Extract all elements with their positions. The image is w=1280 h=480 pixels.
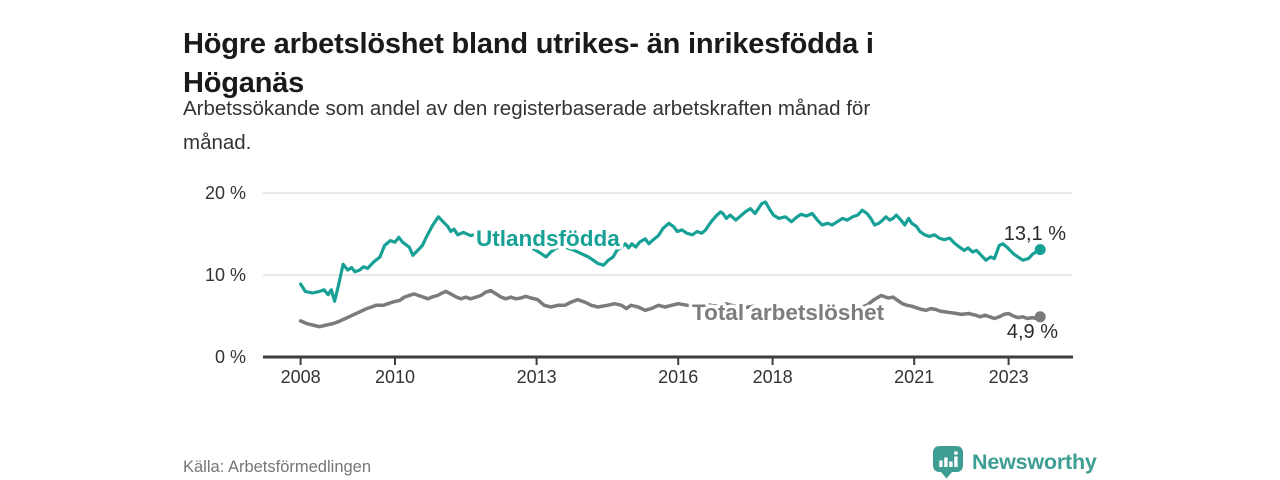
series-line-total-arbetsloshet	[298, 288, 1042, 329]
chart-generated-layer: 0 % 10 % 20 % 2008 2010 2013 2016 2018 2021 2023	[205, 183, 1073, 387]
x-tick-label-2018: 2018	[753, 367, 793, 387]
y-tick-label-10: 10 %	[205, 265, 246, 285]
end-dot-total-arbetsloshet	[1034, 311, 1046, 323]
x-tick-label-2021: 2021	[894, 367, 934, 387]
x-tick-label-2008: 2008	[281, 367, 321, 387]
x-tick-label-2013: 2013	[517, 367, 557, 387]
x-tick-label-2016: 2016	[658, 367, 698, 387]
title-line-1: Högre arbetslöshet bland utrikes- än inr…	[183, 28, 874, 61]
chart-subtitle: Arbetssökande som andel av den registerb…	[183, 92, 1083, 160]
title-line-2: Höganäs	[183, 67, 305, 100]
brand-logo: Newsworthy	[933, 446, 1097, 479]
brand-name: Newsworthy	[972, 450, 1097, 474]
end-value-label-total-arbetsloshet: 4,9 %	[1007, 321, 1058, 343]
series-label-total-arbetsloshet: Total arbetslöshet	[692, 300, 885, 325]
series-label-utlandsfodda: Utlandsfödda	[476, 226, 620, 251]
end-dot-utlandsfodda	[1034, 244, 1046, 256]
series-line-utlandsfodda	[299, 200, 1042, 303]
subtitle-line-1: Arbetssökande som andel av den registerb…	[183, 97, 871, 120]
y-tick-label-0: 0 %	[215, 347, 246, 367]
y-tick-label-20: 20 %	[205, 183, 246, 203]
source-attribution: Källa: Arbetsförmedlingen	[183, 458, 372, 476]
page-title: Högre arbetslöshet bland utrikes- än inr…	[183, 25, 1163, 103]
x-tick-label-2023: 2023	[989, 367, 1029, 387]
x-tick-label-2010: 2010	[375, 367, 415, 387]
bar-chart-speech-bubble-icon	[933, 446, 963, 479]
subtitle-line-2: månad.	[183, 131, 252, 154]
end-value-label-utlandsfodda: 13,1 %	[1004, 223, 1066, 245]
